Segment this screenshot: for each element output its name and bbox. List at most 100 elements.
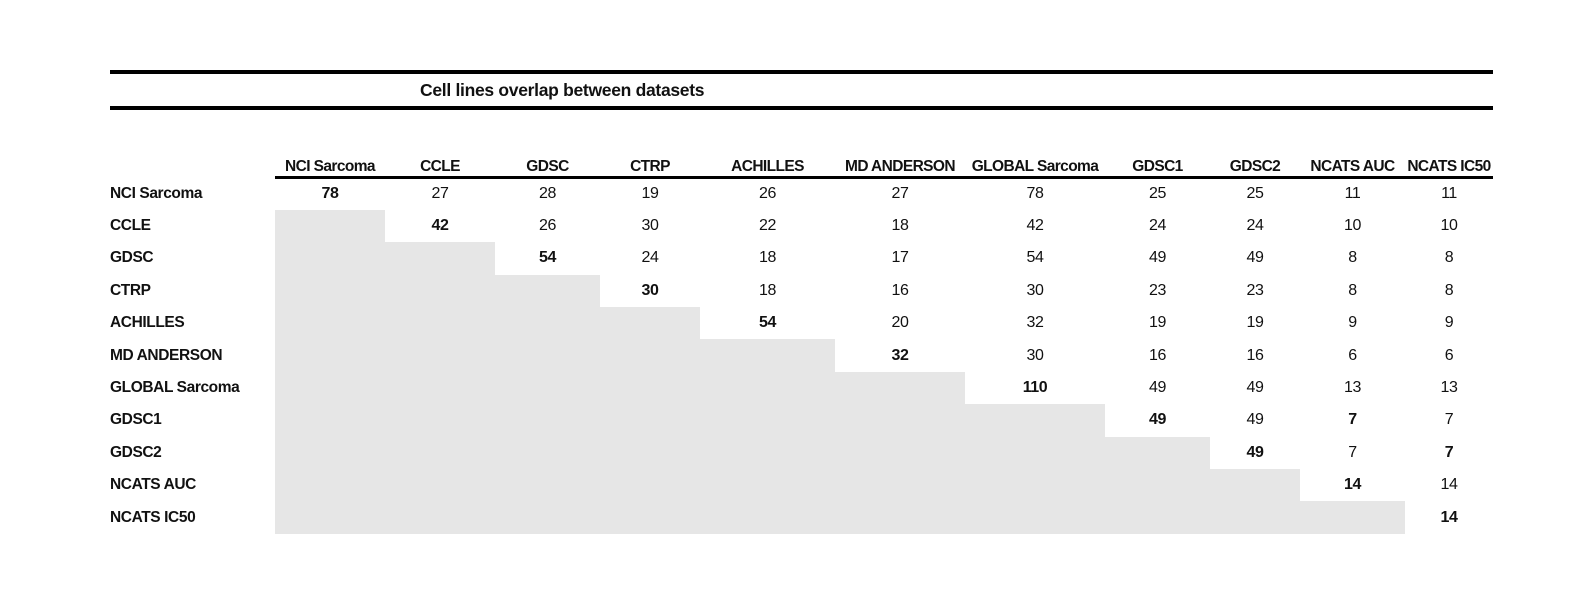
overlap-cell: 23 xyxy=(1149,281,1166,299)
overlap-cell: 8 xyxy=(1348,249,1357,267)
overlap-cell: 10 xyxy=(1440,217,1458,235)
overlap-cell: 25 xyxy=(1149,185,1166,203)
overlap-cell: 42 xyxy=(431,217,449,235)
shaded-cell xyxy=(1210,501,1300,534)
shaded-cell xyxy=(965,469,1105,502)
table-row-ncats-ic50: NCATS IC50 14 xyxy=(110,501,1493,534)
column-header-gdsc: GDSC xyxy=(495,132,600,179)
column-header-ncats-auc: NCATS AUC xyxy=(1300,132,1405,179)
overlap-cell: 49 xyxy=(1149,249,1166,267)
shaded-cell xyxy=(700,436,835,470)
table-row-gdsc2: GDSC2 49 7 7 xyxy=(110,436,1493,470)
table-row-ccle: CCLE 42 26 30 22 18 42 24 24 10 10 xyxy=(110,209,1493,243)
shaded-cell xyxy=(965,404,1105,437)
overlap-cell: 54 xyxy=(759,314,776,332)
overlap-cell: 11 xyxy=(1441,185,1457,203)
overlap-cell: 27 xyxy=(431,185,449,203)
shaded-cell xyxy=(700,501,835,534)
column-header-md-anderson: MD ANDERSON xyxy=(835,132,965,179)
overlap-cell: 14 xyxy=(1344,476,1361,494)
shaded-cell xyxy=(385,436,495,470)
row-label: MD ANDERSON xyxy=(110,346,223,364)
shaded-cell xyxy=(495,274,600,308)
shaded-cell xyxy=(275,404,385,437)
overlap-cell: 24 xyxy=(1246,217,1264,235)
overlap-cell: 49 xyxy=(1149,379,1166,397)
overlap-cell: 54 xyxy=(539,249,556,267)
overlap-cell: 78 xyxy=(321,185,339,203)
column-header-ncats-ic50: NCATS IC50 xyxy=(1405,132,1493,179)
overlap-cell: 16 xyxy=(891,281,909,299)
shaded-cell xyxy=(700,339,835,372)
shaded-cell xyxy=(835,436,965,470)
title-bottom-rule xyxy=(110,106,1493,110)
overlap-cell: 30 xyxy=(641,217,659,235)
overlap-cell: 54 xyxy=(1026,249,1044,267)
overlap-cell: 49 xyxy=(1246,249,1264,267)
row-label: NCATS AUC xyxy=(110,476,196,494)
shaded-cell xyxy=(1105,501,1210,534)
shaded-cell xyxy=(495,501,600,534)
table-row-gdsc1: GDSC1 49 49 7 7 xyxy=(110,404,1493,437)
overlap-cell: 19 xyxy=(1149,314,1166,332)
overlap-cell: 11 xyxy=(1344,185,1361,203)
shaded-cell xyxy=(275,274,385,308)
shaded-cell xyxy=(275,501,385,534)
column-header-global-sarcoma: GLOBAL Sarcoma xyxy=(965,132,1105,179)
shaded-cell xyxy=(495,436,600,470)
overlap-cell: 25 xyxy=(1246,185,1264,203)
shaded-cell xyxy=(1105,469,1210,502)
shaded-cell xyxy=(600,501,700,534)
shaded-cell xyxy=(835,404,965,437)
overlap-cell: 16 xyxy=(1149,346,1166,364)
overlap-cell: 49 xyxy=(1149,411,1166,429)
overlap-cell: 7 xyxy=(1348,443,1357,461)
overlap-cell: 32 xyxy=(1026,314,1044,332)
shaded-cell xyxy=(495,404,600,437)
overlap-cell: 8 xyxy=(1348,281,1357,299)
overlap-cell: 30 xyxy=(641,281,659,299)
column-header-ctrp: CTRP xyxy=(600,132,700,179)
row-label: GLOBAL Sarcoma xyxy=(110,379,240,397)
overlap-cell: 49 xyxy=(1246,411,1264,429)
overlap-cell: 18 xyxy=(759,249,776,267)
column-header-achilles: ACHILLES xyxy=(700,132,835,179)
shaded-cell xyxy=(835,469,965,502)
shaded-cell xyxy=(275,307,385,340)
overlap-cell: 30 xyxy=(1026,281,1044,299)
shaded-cell xyxy=(700,469,835,502)
shaded-cell xyxy=(385,242,495,275)
top-rule xyxy=(110,70,1493,74)
shaded-cell xyxy=(385,371,495,405)
shaded-cell xyxy=(600,371,700,405)
shaded-cell xyxy=(1105,436,1210,470)
shaded-cell xyxy=(700,404,835,437)
overlap-cell: 78 xyxy=(1026,185,1044,203)
overlap-cell: 110 xyxy=(1022,379,1048,397)
shaded-cell xyxy=(600,469,700,502)
overlap-cell: 14 xyxy=(1440,508,1458,526)
shaded-cell xyxy=(835,371,965,405)
overlap-cell: 24 xyxy=(1149,217,1166,235)
shaded-cell xyxy=(495,371,600,405)
shaded-cell xyxy=(275,339,385,372)
overlap-cell: 42 xyxy=(1026,217,1044,235)
table-body: NCI Sarcoma 78 27 28 19 26 27 78 25 25 11 11 CCLE 42 2… xyxy=(110,178,1493,534)
overlap-table-figure: Cell lines overlap between datasets NCI … xyxy=(110,70,1493,534)
overlap-cell: 9 xyxy=(1348,314,1357,332)
row-label: NCI Sarcoma xyxy=(110,184,203,202)
overlap-cell: 6 xyxy=(1444,346,1454,364)
overlap-cell: 32 xyxy=(891,346,909,364)
shaded-cell xyxy=(275,242,385,275)
shaded-cell xyxy=(385,274,495,308)
overlap-cell: 49 xyxy=(1246,379,1264,397)
overlap-cell: 10 xyxy=(1344,217,1361,235)
row-label: CTRP xyxy=(110,281,151,299)
shaded-cell xyxy=(600,307,700,340)
overlap-cell: 8 xyxy=(1444,249,1454,267)
overlap-cell: 13 xyxy=(1344,379,1361,397)
shaded-cell xyxy=(1210,469,1300,502)
overlap-cell: 20 xyxy=(891,314,909,332)
shaded-cell xyxy=(275,371,385,405)
table-row-ctrp: CTRP 30 18 16 30 23 23 8 8 xyxy=(110,274,1493,308)
